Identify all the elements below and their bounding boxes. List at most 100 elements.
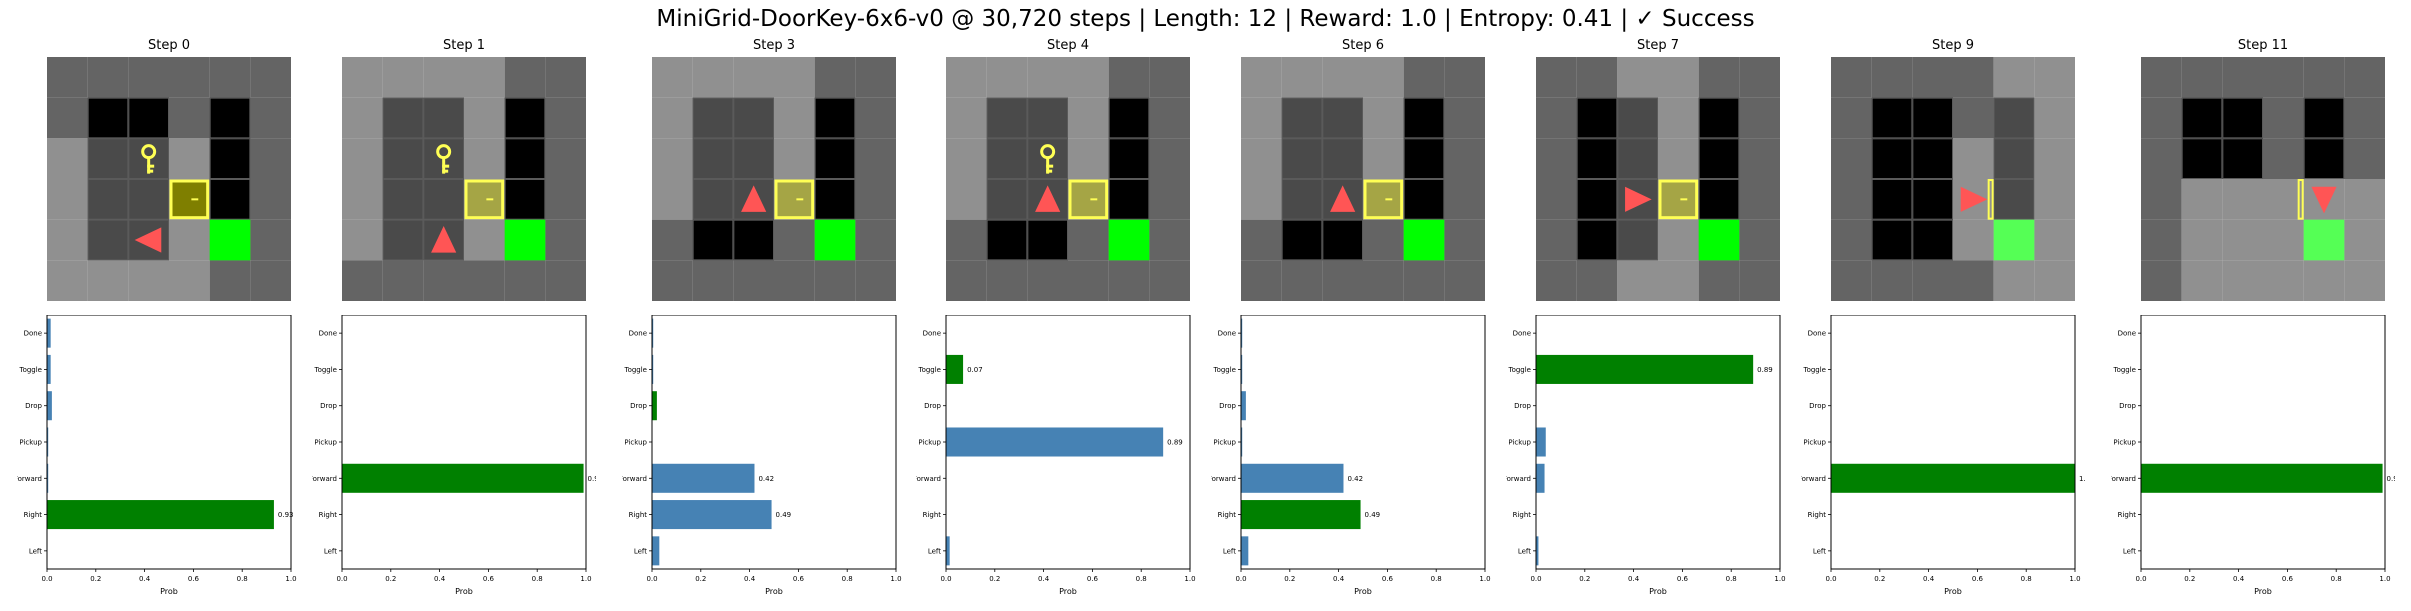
x-tick-label: 0.4 [2233,575,2245,583]
y-tick-label: Pickup [1803,439,1826,447]
grid-cell-outline [87,179,129,220]
door-closed [774,179,815,220]
grid-cell [986,57,1028,98]
x-tick-label: 0.8 [2331,575,2342,583]
axes-frame [945,315,1191,570]
x-tick-label: 0.6 [483,575,495,583]
y-tick-label: Toggle [1802,366,1826,374]
x-tick-label: 0.6 [1382,575,1394,583]
grid-cell [1403,97,1445,139]
grid-cell [733,219,774,261]
grid-cell-outline [2181,97,2223,139]
grid-cell-outline [1871,138,1913,180]
grid-cell [2181,138,2223,179]
y-tick-label: Right [2118,511,2137,519]
agent-triangle [2311,186,2337,214]
action-probability-chart: Left Right Forward Pickup Drop Toggle 0.89 Done… [1506,315,1786,596]
grid-cell [2303,138,2345,179]
y-tick-label: Left [1813,547,1826,555]
grid-cell [814,97,856,139]
key-icon [436,144,452,174]
grid-cell [342,179,383,220]
bar-value-label: 0.07 [967,366,983,374]
x-tick-label: 0.4 [1628,575,1640,583]
grid-cell-outline [2222,97,2264,139]
y-tick-label: Left [324,547,337,555]
panel-title: Step 6 [1341,38,1384,53]
grid-cell [169,219,210,261]
grid-cell [1149,179,1190,220]
grid-cell [1536,138,1577,179]
grid-cell [1953,219,1994,261]
grid-cell [342,57,383,98]
x-tick-label: 0.6 [793,575,805,583]
grid-cell-outline [1993,138,2035,180]
y-tick-label: Right [1808,511,1827,519]
x-axis-label: Prob [1649,587,1667,596]
y-tick-label: Right [629,511,648,519]
x-tick-label: 0.0 [2135,575,2146,583]
grid-cell [2303,57,2345,98]
y-tick-label: Left [2123,547,2136,555]
agent-triangle [134,227,162,253]
grid-cell [169,97,210,139]
grid-cell [1739,97,1780,139]
action-probability-chart: Left Right 0.49 Forward 0.42 Pickup Drop Toggle… [1211,315,1491,596]
grid-observation [652,57,896,301]
grid-cell [169,138,210,179]
grid-cell [652,57,693,98]
grid-cell [1658,138,1699,179]
y-tick-label: Drop [1514,402,1531,410]
y-tick-label: Toggle [2112,366,2136,374]
grid-cell [1536,179,1577,220]
grid-cell [986,138,1028,179]
goal-square [814,219,856,261]
grid-cell [1831,179,1872,220]
x-tick-label: 1.0 [1184,575,1195,583]
grid-cell-outline [1912,138,1954,180]
grid-cell [855,97,896,139]
y-tick-label: Pickup [1213,439,1236,447]
grid-cell [652,179,693,220]
grid-cell [774,219,815,261]
grid-cell [1403,260,1445,301]
grid-cell-outline [692,97,734,139]
grid-cell-outline [423,179,465,220]
bar-drop [652,391,657,421]
panel-title: Step 4 [1046,38,1089,53]
axes-frame [2140,315,2386,570]
grid-cell [1444,219,1485,261]
y-tick-label: Done [319,330,337,338]
grid-cell [2141,97,2182,139]
grid-cell [2344,97,2385,139]
bar-forward [652,463,755,493]
grid-cell-outline [1617,179,1659,220]
grid-cell [2263,179,2304,220]
grid-cell [1953,57,1994,98]
grid-cell [774,138,815,179]
grid-cell-outline [1027,219,1069,261]
grid-cell-outline [1993,97,2035,139]
grid-cell-outline [382,219,424,261]
x-tick-label: 0.2 [1579,575,1590,583]
grid-cell [1027,219,1068,261]
bar-forward [1831,463,2075,493]
grid-cell [342,260,383,301]
y-tick-label: Pickup [624,439,647,447]
grid-cell [464,260,505,301]
grid-cell [1108,138,1150,179]
x-tick-label: 0.8 [2021,575,2032,583]
grid-cell-outline [986,97,1028,139]
grid-cell-outline [209,179,251,220]
grid-cell [946,260,987,301]
key-icon [1040,144,1056,174]
grid-cell-outline [1322,97,1364,139]
panel-title: Step 0 [147,38,190,53]
grid-cell [814,260,856,301]
grid-cell-outline [986,219,1028,261]
grid-cell-outline [1576,219,1618,261]
grid-cell [47,97,88,139]
grid-cell-outline [423,97,465,139]
grid-cell [169,260,210,301]
grid-cell [1322,57,1363,98]
